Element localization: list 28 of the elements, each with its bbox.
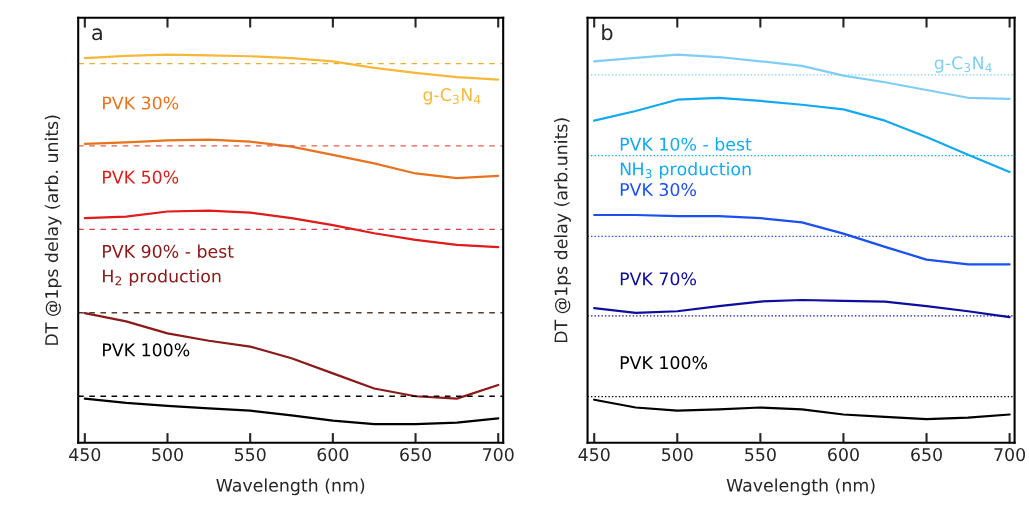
x-tick-label: 700 [483,448,514,462]
series-label: PVK 90% - best H$_{2}$ production [103,244,234,286]
x-tick-label: 500 [662,448,693,462]
series-label: PVK 30% [103,96,179,110]
y-axis-title: DT @1ps delay (arb.units) [554,118,571,343]
series-label: PVK 70% [620,272,697,286]
y-axis-title: DT @1ps delay (arb. units) [44,115,62,345]
x-tick-label: 600 [317,448,349,462]
x-tick-label: 550 [745,448,776,462]
text: PVK 100% [103,343,190,357]
chart-title: a [92,28,102,41]
series-label: PVK 50% [103,170,179,184]
x-tick-label: 500 [152,448,183,462]
x-tick-label: 600 [828,448,859,462]
chart-title: b [602,24,613,41]
x-tick-label: 450 [69,448,101,462]
series-label: PVK 10% - best NH$_{3}$ production [620,137,752,179]
x-tick-label: 550 [234,448,266,462]
x-tick-label: 450 [578,448,610,462]
x-axis-title: Wavelength (nm) [216,478,365,496]
series-label: g-C$_{3}$N$_{4}$ [423,88,481,105]
text: PVK 100% [620,356,708,370]
x-axis-title: Wavelength (nm) [726,478,875,496]
x-tick-label: 650 [400,448,431,462]
series-label: g-C$_{3}$N$_{4}$ [934,56,992,73]
x-tick-label: 650 [911,448,942,462]
x-tick-label: 700 [994,448,1026,462]
series-label: PVK 30% [620,182,697,197]
